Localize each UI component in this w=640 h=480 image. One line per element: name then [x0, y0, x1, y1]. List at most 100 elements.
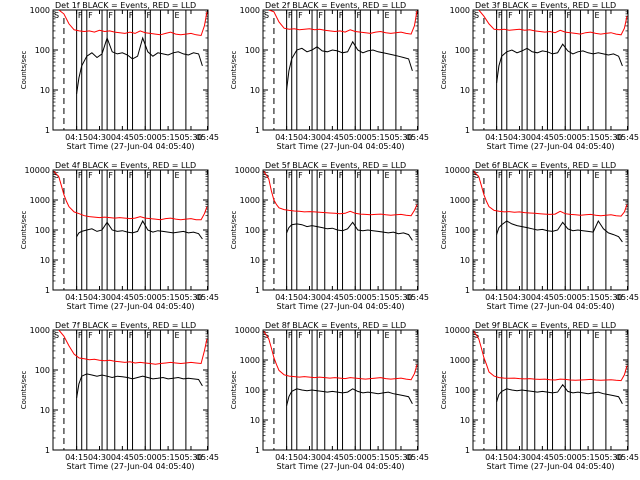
- x-tick-label: 04:45: [531, 293, 554, 302]
- y-tick-label: 1: [255, 286, 260, 295]
- x-tick-label: 04:30: [88, 293, 111, 302]
- panel-title: Det 7f BLACK = Events, RED = LLD: [55, 321, 196, 330]
- y-tick-label: 1: [465, 126, 470, 135]
- marker-label: F: [549, 331, 554, 340]
- x-tick-label: 05:00: [134, 453, 157, 462]
- x-tick-label: 05:30: [389, 453, 412, 462]
- y-tick-label: 10000: [235, 166, 260, 175]
- y-tick-label: 10: [250, 416, 260, 425]
- x-tick-label: 05:45: [196, 453, 219, 462]
- x-tick-label: 04:15: [65, 133, 88, 142]
- marker-label: F: [339, 11, 344, 20]
- event-lines: [273, 170, 397, 290]
- x-tick-label: 04:30: [88, 133, 111, 142]
- x-tick-label: 04:45: [111, 133, 134, 142]
- marker-label: F: [129, 331, 134, 340]
- y-axis-title: Counts/sec: [20, 51, 28, 90]
- marker-label: E: [384, 171, 389, 180]
- marker-label: F: [129, 11, 134, 20]
- marker-label: E: [174, 171, 179, 180]
- panel-3: Det 3f BLACK = Events, RED = LLD 1 10 100 10…: [440, 1, 639, 151]
- event-lines: [63, 170, 187, 290]
- y-tick-label: 10000: [445, 326, 470, 335]
- y-tick-label: 100: [245, 226, 260, 235]
- x-tick-label: 05:00: [344, 453, 367, 462]
- y-tick-label: 1: [255, 446, 260, 455]
- series-lld: [478, 10, 628, 36]
- marker-label: F: [498, 331, 503, 340]
- series-events: [496, 43, 623, 84]
- series-events: [286, 388, 413, 406]
- marker-label: F: [288, 171, 293, 180]
- x-tick-label: 04:45: [531, 453, 554, 462]
- x-axis-title: Start Time (27-Jun-04 04:05:40): [487, 302, 615, 311]
- x-tick-label: 05:45: [196, 293, 219, 302]
- marker-label: F: [339, 331, 344, 340]
- marker-label: F: [549, 11, 554, 20]
- event-lines: [63, 10, 187, 130]
- panel-title: Det 3f BLACK = Events, RED = LLD: [475, 1, 616, 10]
- y-tick-label: 100: [35, 226, 50, 235]
- y-tick-label: 1: [255, 126, 260, 135]
- marker-label: S: [54, 171, 59, 180]
- marker-label: E: [594, 331, 599, 340]
- x-tick-label: 04:15: [485, 453, 508, 462]
- marker-label: S: [474, 171, 479, 180]
- series-lld: [58, 10, 208, 37]
- y-axis-title: Counts/sec: [440, 371, 448, 410]
- x-tick-label: 05:45: [616, 133, 639, 142]
- x-tick-label: 05:45: [406, 133, 429, 142]
- x-axis-title: Start Time (27-Jun-04 04:05:40): [487, 142, 615, 151]
- y-tick-label: 100: [455, 386, 470, 395]
- x-tick-label: 04:45: [111, 453, 134, 462]
- marker-label: S: [264, 11, 269, 20]
- marker-label: F: [78, 171, 83, 180]
- panel-5: Det 5f BLACK = Events, RED = LLD 1 10 100 10…: [230, 161, 429, 311]
- x-axis-title: Start Time (27-Jun-04 04:05:40): [487, 462, 615, 471]
- marker-label: F: [528, 171, 533, 180]
- x-tick-label: 04:30: [298, 453, 321, 462]
- y-axis-title: Counts/sec: [20, 211, 28, 250]
- marker-label: F: [508, 331, 513, 340]
- series-events: [496, 219, 623, 243]
- y-axis-title: Counts/sec: [20, 371, 28, 410]
- series-lld: [53, 171, 208, 221]
- y-tick-label: 100: [35, 46, 50, 55]
- x-tick-label: 05:00: [134, 293, 157, 302]
- event-lines: [273, 10, 397, 130]
- series-events: [496, 383, 623, 404]
- series-events: [76, 36, 203, 94]
- event-lines: [63, 330, 187, 450]
- panel-title: Det 6f BLACK = Events, RED = LLD: [475, 161, 616, 170]
- panel-2: Det 2f BLACK = Events, RED = LLD 1 10 100 10…: [230, 1, 429, 151]
- marker-label: E: [384, 331, 389, 340]
- marker-label: F: [357, 11, 362, 20]
- y-tick-label: 1000: [30, 196, 50, 205]
- marker-label: F: [108, 11, 113, 20]
- series-lld: [473, 331, 628, 382]
- x-tick-label: 05:00: [344, 133, 367, 142]
- x-tick-label: 05:15: [367, 133, 390, 142]
- x-tick-label: 05:15: [367, 453, 390, 462]
- y-tick-label: 1000: [30, 326, 50, 335]
- marker-label: F: [508, 11, 513, 20]
- x-tick-label: 04:30: [88, 453, 111, 462]
- y-tick-label: 100: [455, 46, 470, 55]
- y-tick-label: 1000: [240, 196, 260, 205]
- x-tick-label: 05:15: [367, 293, 390, 302]
- marker-label: F: [288, 11, 293, 20]
- marker-label: E: [594, 11, 599, 20]
- marker-label: S: [54, 331, 59, 340]
- event-lines: [273, 330, 397, 450]
- x-tick-label: 05:15: [157, 133, 180, 142]
- y-tick-label: 10: [40, 406, 50, 415]
- marker-label: F: [298, 331, 303, 340]
- y-tick-label: 1: [45, 126, 50, 135]
- x-tick-label: 05:30: [389, 293, 412, 302]
- x-tick-label: 04:45: [321, 133, 344, 142]
- y-tick-label: 10: [460, 256, 470, 265]
- series-lld: [473, 171, 628, 217]
- y-axis-title: Counts/sec: [230, 371, 238, 410]
- x-tick-label: 04:30: [508, 453, 531, 462]
